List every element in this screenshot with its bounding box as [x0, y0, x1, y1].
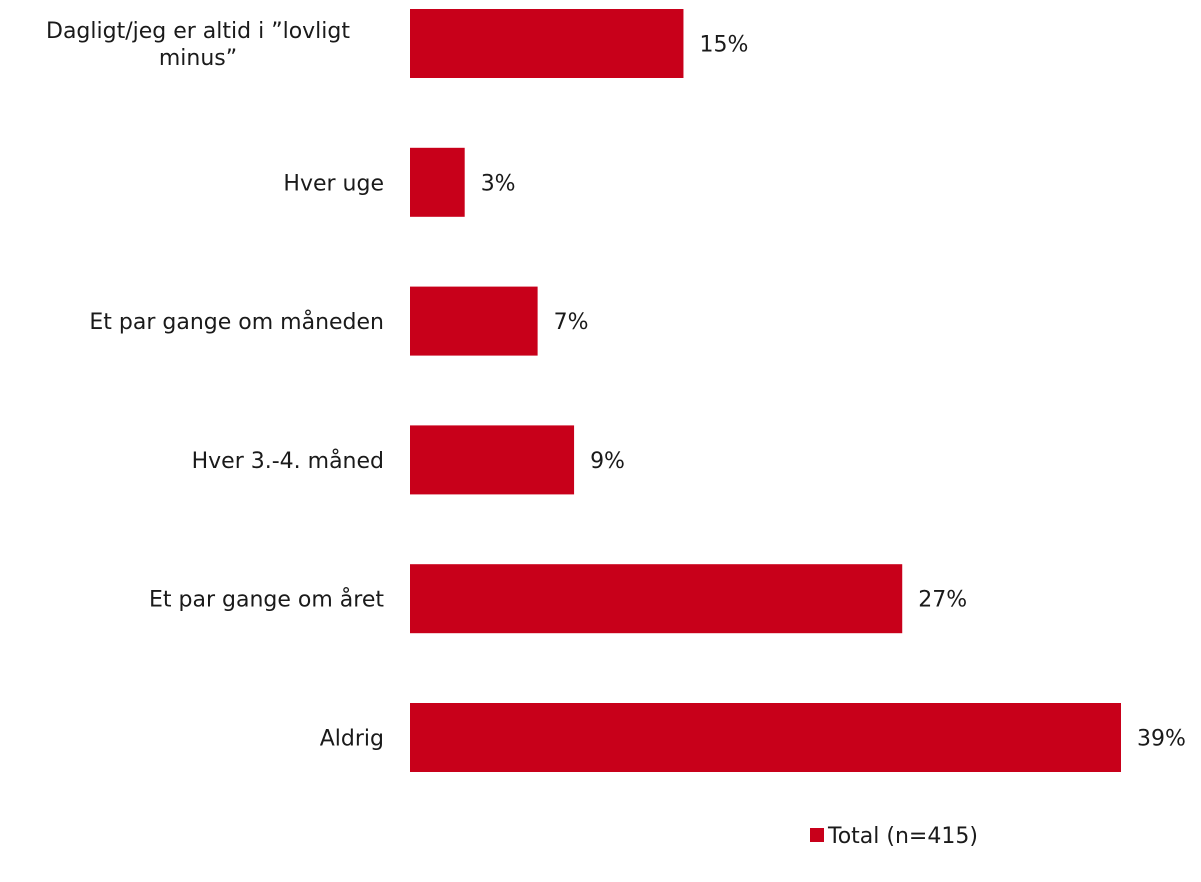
- value-label-4: 27%: [918, 588, 967, 613]
- bar-5: [410, 703, 1121, 772]
- category-label-3: Hver 3.-4. måned: [192, 448, 384, 474]
- bar-2: [410, 286, 538, 356]
- category-label-2: Et par gange om måneden: [89, 309, 384, 335]
- value-labels: 15% 3% 7% 9% 27% 39%: [481, 33, 1186, 752]
- legend-label: Total (n=415): [827, 824, 978, 849]
- category-label-1: Hver uge: [283, 171, 384, 196]
- value-label-5: 39%: [1137, 727, 1186, 752]
- category-label-4: Et par gange om året: [149, 587, 384, 613]
- category-label-5: Aldrig: [320, 727, 384, 752]
- category-labels: Dagligt/jeg er altid i ”lovligt minus” Hve…: [46, 19, 384, 752]
- value-label-3: 9%: [590, 449, 625, 474]
- legend: Total (n=415): [810, 824, 978, 849]
- bars: [410, 9, 1121, 772]
- bar-0: [410, 9, 684, 78]
- legend-swatch: [810, 828, 824, 842]
- bar-3: [410, 425, 575, 495]
- value-label-2: 7%: [554, 310, 589, 335]
- category-label-0: Dagligt/jeg er altid i ”lovligt minus”: [46, 19, 350, 71]
- value-label-0: 15%: [699, 33, 748, 58]
- value-label-1: 3%: [481, 171, 516, 196]
- bar-4: [410, 564, 903, 634]
- bar-1: [410, 147, 465, 217]
